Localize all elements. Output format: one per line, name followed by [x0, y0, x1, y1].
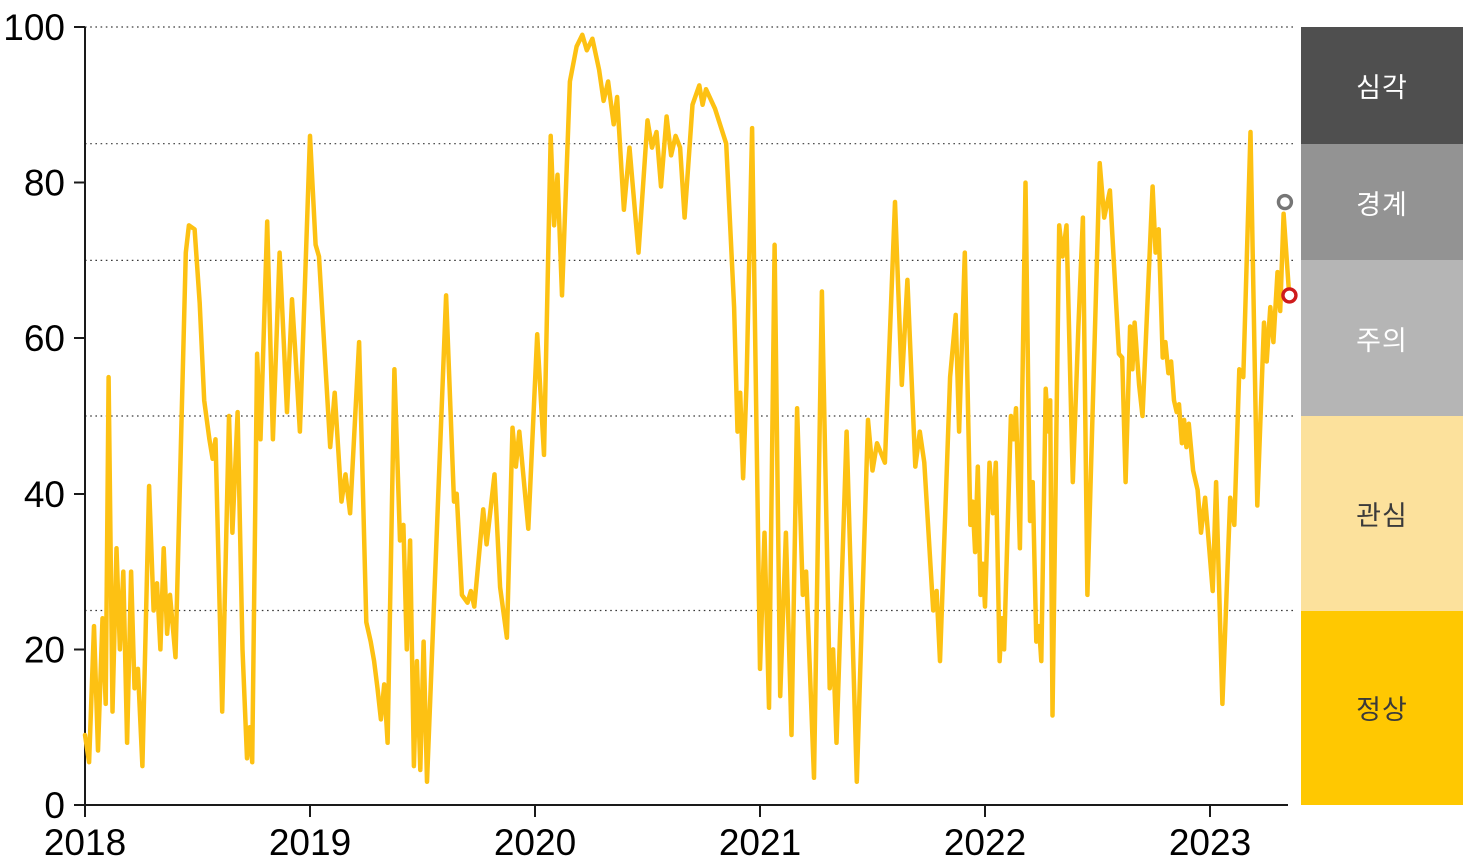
y-tick-label-100: 100 — [3, 7, 65, 48]
x-tick-label-2018: 2018 — [44, 822, 126, 863]
x-tick-label-2020: 2020 — [494, 822, 576, 863]
x-tick-label-2021: 2021 — [719, 822, 801, 863]
alert-band-3: 주의 — [1301, 260, 1463, 416]
alert-band-1: 심각 — [1301, 27, 1463, 144]
y-tick-label-60: 60 — [24, 318, 65, 359]
series-line-stress-index — [82, 32, 1292, 784]
x-tick-label-2022: 2022 — [944, 822, 1026, 863]
alert-band-2: 경계 — [1301, 143, 1463, 261]
y-tick-label-40: 40 — [24, 474, 65, 515]
previous-peak-marker — [1276, 193, 1294, 211]
x-tick-label-2019: 2019 — [269, 822, 351, 863]
y-tick-label-0: 0 — [44, 785, 65, 826]
alert-band-4: 관심 — [1301, 416, 1463, 611]
alert-band-label-2: 경계 — [1356, 189, 1408, 220]
alert-band-label-1: 심각 — [1356, 72, 1408, 103]
alert-band-label-4: 관심 — [1356, 500, 1408, 531]
alert-band-5: 정상 — [1301, 610, 1463, 805]
alert-band-label-3: 주의 — [1356, 325, 1408, 356]
y-tick-label-80: 80 — [24, 163, 65, 204]
y-tick-label-20: 20 — [24, 629, 65, 670]
alert-band-label-5: 정상 — [1356, 695, 1408, 726]
x-tick-label-2023: 2023 — [1169, 822, 1251, 863]
latest-value-marker — [1281, 287, 1298, 304]
